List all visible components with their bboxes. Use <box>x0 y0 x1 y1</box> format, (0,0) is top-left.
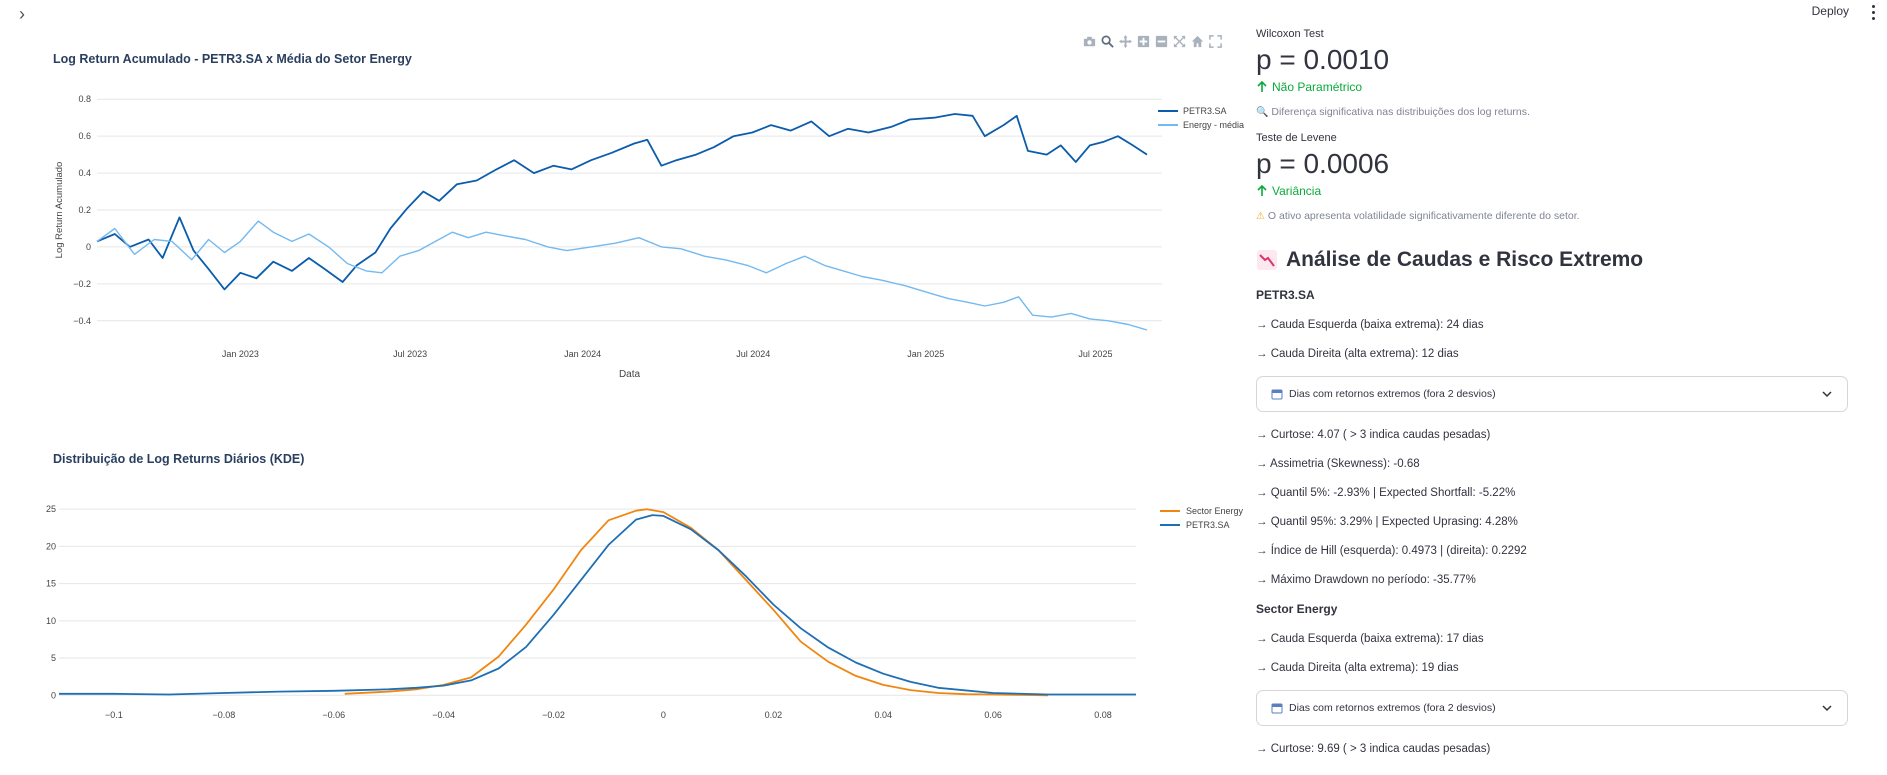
chart1-ytick-label: 0 <box>86 242 91 252</box>
chart2-series-line-1 <box>59 514 1136 696</box>
chart2-xtick-label: 0.06 <box>984 710 1002 720</box>
chart-decreasing-icon <box>1257 250 1277 270</box>
magnifier-icon: 🔍 <box>1256 107 1269 118</box>
petr-kurtosis: → Curtose: 4.07 ( > 3 indica caudas pesa… <box>1256 429 1491 441</box>
chart1-title: Log Return Acumulado - PETR3.SA x Média … <box>53 52 412 66</box>
chart2-xtick-label: −0.08 <box>212 710 235 720</box>
chart1-series-line-1 <box>96 220 1148 331</box>
chart2-xtick-label: 0.02 <box>765 710 783 720</box>
chart2-xtick-label: −0.02 <box>542 710 565 720</box>
chart2-xtick-label: 0.08 <box>1094 710 1112 720</box>
chart1-xtick-label: Jan 2023 <box>222 349 259 359</box>
chart1-series-line-0 <box>96 113 1148 291</box>
chart1-ytick-label: −0.2 <box>73 279 91 289</box>
tails-heading: Análise de Caudas e Risco Extremo <box>1256 248 1852 272</box>
levene-value: p = 0.0006 <box>1256 148 1390 179</box>
chart1-xtick-label: Jan 2025 <box>907 349 944 359</box>
wilcoxon-note-text: Diferença significativa nas distribuiçõe… <box>1271 106 1530 118</box>
petr-right-tail: → Cauda Direita (alta extrema): 12 dias <box>1256 348 1459 360</box>
sector-extreme-days-expander[interactable]: Dias com retornos extremos (fora 2 desvi… <box>1256 690 1848 726</box>
camera-icon[interactable] <box>1082 34 1097 49</box>
chart2-ytick-label: 5 <box>51 653 56 663</box>
petr-subhead: PETR3.SA <box>1256 288 1315 302</box>
wilcoxon-note: 🔍 Diferença significativa nas distribuiç… <box>1256 106 1852 118</box>
chart1-xtick-label: Jul 2024 <box>736 349 770 359</box>
wilcoxon-label: Wilcoxon Test <box>1256 28 1324 40</box>
sector-right-tail: → Cauda Direita (alta extrema): 19 dias <box>1256 662 1459 674</box>
stats-panel: Wilcoxon Test p = 0.0010 Não Paramétrico… <box>1256 26 1852 755</box>
chart2-xtick-label: 0 <box>661 710 666 720</box>
arrow-up-icon <box>1257 81 1267 92</box>
chart2-ytick-label: 20 <box>46 541 56 551</box>
chart1-yaxis-label: Log Return Acumulado <box>54 162 65 259</box>
chart1-ytick-label: 0.2 <box>78 205 91 215</box>
calendar-icon <box>1271 703 1283 714</box>
chart2-ytick-label: 10 <box>46 616 56 626</box>
chart1-xtick-label: Jul 2025 <box>1078 349 1112 359</box>
chart1-ytick-label: −0.4 <box>73 316 91 326</box>
wilcoxon-value: p = 0.0010 <box>1256 44 1390 75</box>
wilcoxon-delta: Não Paramétrico <box>1256 80 1852 94</box>
chart1-xtick-label: Jan 2024 <box>564 349 601 359</box>
warning-icon: ⚠ <box>1256 211 1265 222</box>
autoscale-icon[interactable] <box>1172 34 1187 49</box>
main-menu-kebab-icon[interactable] <box>1867 2 1879 22</box>
sector-expander-label: Dias com retornos extremos (fora 2 desvi… <box>1289 702 1496 714</box>
petr-quantile-95: → Quantil 95%: 3.29% | Expected Uprasing… <box>1256 516 1518 528</box>
pan-icon[interactable] <box>1118 34 1133 49</box>
chevron-down-icon <box>1822 391 1832 398</box>
arrow-up-icon <box>1257 185 1267 196</box>
zoom-icon[interactable] <box>1100 34 1115 49</box>
chevron-down-icon <box>1822 705 1832 712</box>
petr-left-tail: → Cauda Esquerda (baixa extrema): 24 dia… <box>1256 319 1484 331</box>
chart2-xtick-label: −0.1 <box>105 710 123 720</box>
chart2-legend-label: PETR3.SA <box>1186 520 1230 530</box>
chart-modebar <box>1082 34 1223 49</box>
levene-delta: Variância <box>1256 184 1852 198</box>
chart1-ytick-label: 0.8 <box>78 94 91 104</box>
petr-extreme-days-expander[interactable]: Dias com retornos extremos (fora 2 desvi… <box>1256 376 1848 412</box>
tails-heading-text: Análise de Caudas e Risco Extremo <box>1286 248 1644 271</box>
chart1-ytick-label: 0.4 <box>78 168 91 178</box>
petr-hill-index: → Índice de Hill (esquerda): 0.4973 | (d… <box>1256 545 1527 557</box>
chart2-legend-label: Sector Energy <box>1186 506 1244 516</box>
levene-delta-text: Variância <box>1272 184 1322 198</box>
chart1-xaxis-label: Data <box>619 369 641 380</box>
sector-subhead: Sector Energy <box>1256 602 1338 616</box>
chart2-series-line-0 <box>344 508 1049 697</box>
petr-quantile-5: → Quantil 5%: -2.93% | Expected Shortfal… <box>1256 487 1516 499</box>
levene-note: ⚠ O ativo apresenta volatilidade signifi… <box>1256 210 1852 222</box>
zoom-in-icon[interactable] <box>1136 34 1151 49</box>
chart1-legend-label: PETR3.SA <box>1183 106 1227 116</box>
reset-axes-icon[interactable] <box>1190 34 1205 49</box>
chart1-xtick-label: Jul 2023 <box>393 349 427 359</box>
chart1-ytick-label: 0.6 <box>78 131 91 141</box>
chart1-legend-label: Energy - média <box>1183 120 1244 130</box>
chart2-xtick-label: −0.04 <box>432 710 455 720</box>
fullscreen-icon[interactable] <box>1208 34 1223 49</box>
levene-label: Teste de Levene <box>1256 132 1337 144</box>
chart2-title: Distribuição de Log Returns Diários (KDE… <box>53 452 305 466</box>
petr-expander-label: Dias com retornos extremos (fora 2 desvi… <box>1289 388 1496 400</box>
cumulative-return-chart[interactable]: −0.4 −0.2 0 0.2 0.4 0.6 0.8 Jan 2023 Jul 2023 Jan… <box>0 78 1250 388</box>
sector-left-tail: → Cauda Esquerda (baixa extrema): 17 dia… <box>1256 633 1484 645</box>
deploy-button[interactable]: Deploy <box>1811 4 1849 18</box>
chart2-ytick-label: 15 <box>46 579 56 589</box>
levene-note-text: O ativo apresenta volatilidade significa… <box>1267 210 1580 222</box>
chart2-ytick-label: 0 <box>51 690 56 700</box>
chart2-xtick-label: −0.06 <box>322 710 345 720</box>
petr-max-drawdown: → Máximo Drawdown no período: -35.77% <box>1256 574 1476 586</box>
chart2-xtick-label: 0.04 <box>874 710 892 720</box>
chart2-ytick-label: 25 <box>46 504 56 514</box>
petr-skewness: → Assimetria (Skewness): -0.68 <box>1256 458 1420 470</box>
sidebar-expand-chevron-icon[interactable]: › <box>19 4 25 24</box>
wilcoxon-delta-text: Não Paramétrico <box>1272 80 1363 94</box>
kde-distribution-chart[interactable]: 0 5 10 15 20 25 −0.1 −0.08 −0.06 −0.04 −0.02 0 0.02 0… <box>0 490 1250 770</box>
sector-kurtosis: → Curtose: 9.69 ( > 3 indica caudas pesa… <box>1256 743 1491 755</box>
calendar-icon <box>1271 389 1283 400</box>
zoom-out-icon[interactable] <box>1154 34 1169 49</box>
